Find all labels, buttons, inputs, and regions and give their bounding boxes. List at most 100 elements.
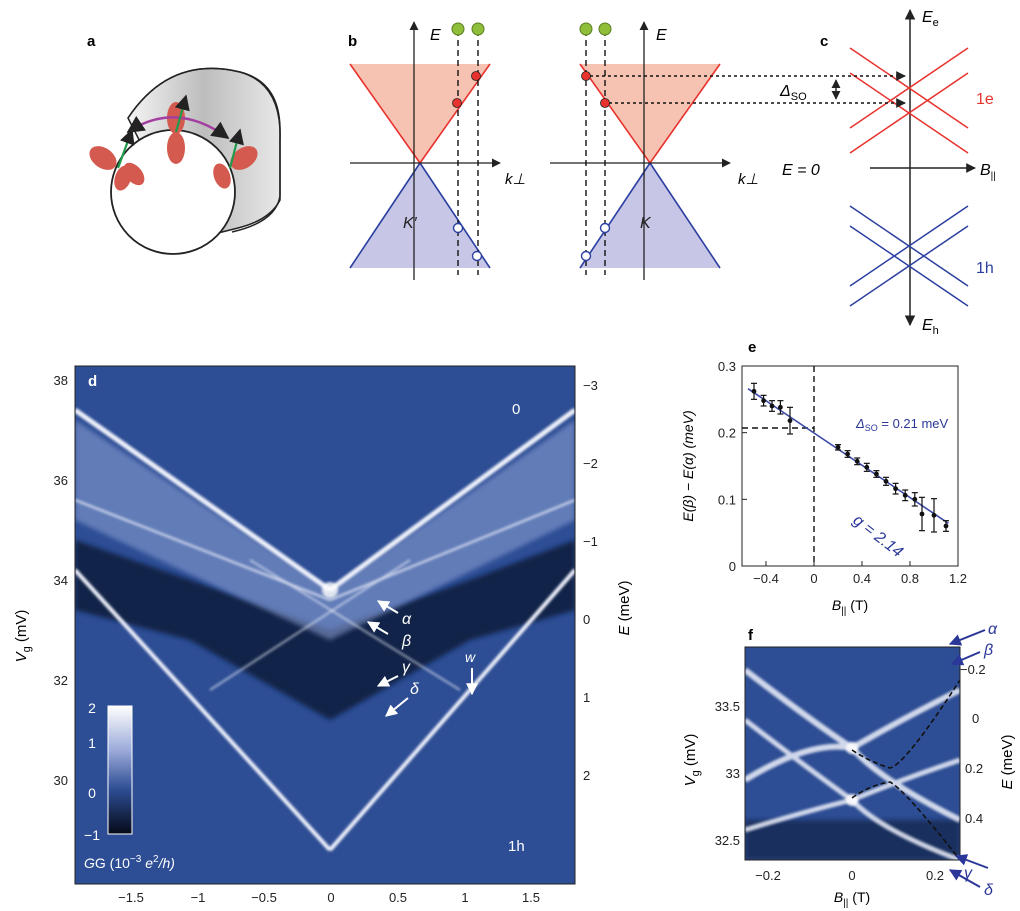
level-1h-label: 1h <box>976 260 994 277</box>
y2-tick-d: −1 <box>583 534 598 549</box>
colorbar-tick: 0 <box>88 785 96 801</box>
panel-a: a <box>87 33 281 255</box>
delta-so-label-c: ΔSO <box>779 83 807 103</box>
arrow-label-gamma-d: γ <box>402 659 411 676</box>
x-tick-f: 0 <box>848 868 855 883</box>
y-axis-d: 38 36 34 32 30 Vg (mV) <box>13 373 68 788</box>
x-tick-e: −0.4 <box>753 571 779 586</box>
y-tick-d: 36 <box>54 473 68 488</box>
y2-tick-d: 2 <box>583 768 590 783</box>
data-point-e <box>787 418 793 424</box>
line-arrows-d <box>366 600 478 717</box>
valley-label-kprime: K′ <box>403 215 418 232</box>
data-point-e <box>835 444 841 450</box>
y2-tick-f: 0.2 <box>965 761 983 776</box>
y-tick-e: 0.1 <box>718 492 736 507</box>
y2-axis-d: −3 −2 −1 0 1 2 E (meV) <box>583 378 633 783</box>
nanotube-illustration <box>89 67 281 255</box>
panel-f: f α β γ δ 33.5 33 32.5 Vg (mV) −0.2 0 0.… <box>682 621 1016 909</box>
panel-label-c: c <box>820 33 828 50</box>
k-axis-label-right: k⊥ <box>738 171 759 188</box>
x-axis-f: −0.2 0 0.2 B|| (T) <box>755 868 944 909</box>
panel-label-e: e <box>748 339 756 356</box>
data-point-e <box>769 403 775 409</box>
state-label-1h: 1h <box>508 838 525 855</box>
panel-label-f: f <box>748 627 754 644</box>
data-point-e <box>893 486 898 492</box>
energy-axis-label-left: E <box>430 27 441 44</box>
panel-d: d 0 1h α β γ δ w 2 1 0 −1 GG (10−3 e2/h)… <box>13 365 633 905</box>
arrow-label-delta-d: δ <box>410 681 420 698</box>
y2-tick-d: −2 <box>583 456 598 471</box>
energy-axis-label-right: E <box>656 27 667 44</box>
k-axis-label-left: k⊥ <box>505 171 526 188</box>
x-tick-f: −0.2 <box>755 868 781 883</box>
y2-tick-d: −3 <box>583 378 598 393</box>
x-tick-d: 0 <box>327 890 334 905</box>
x-tick-f: 0.2 <box>926 868 944 883</box>
scatter-chart-e: −0.4 0 0.4 0.8 1.2 0 0.1 0.2 0.3 <box>718 359 967 586</box>
y2-tick-f: 0 <box>972 711 979 726</box>
panel-b: b E k⊥ K′ <box>348 21 759 280</box>
axes-frame-e <box>741 365 959 567</box>
panel-label-a: a <box>87 33 96 50</box>
hole-levels <box>849 205 969 307</box>
data-point-e <box>902 492 908 498</box>
y-axis-f: 33.5 33 32.5 Vg (mV) <box>682 699 740 848</box>
x-tick-e: 0 <box>810 571 817 586</box>
data-point-e <box>854 458 860 464</box>
y-tick-d: 34 <box>54 573 68 588</box>
colorbar-tick: 2 <box>88 700 96 716</box>
data-point-e <box>751 388 757 394</box>
y2-axis-label-d: E (meV) <box>616 580 633 635</box>
field-axis-label-c: B|| <box>980 162 996 182</box>
x-tick-d: −0.5 <box>251 890 277 905</box>
y-tick-d: 38 <box>54 373 68 388</box>
colorbar-label: GG (10−3 e2/h) <box>84 854 175 871</box>
state-label-0: 0 <box>512 401 520 418</box>
y2-tick-f: −0.2 <box>960 662 986 677</box>
axes-frame-f <box>744 646 961 861</box>
axes-frame-d <box>74 365 576 885</box>
x-axis-label-e: B|| (T) <box>832 597 868 617</box>
level-1e-label: 1e <box>976 91 994 108</box>
panel-c: c ΔSO Ee Eh E = 0 B|| 1e 1h <box>590 8 996 337</box>
y-tick-d: 32 <box>54 673 68 688</box>
x-axis-label-f: B|| (T) <box>834 889 870 909</box>
delta-so-annotation: ΔSO = 0.21 meV <box>855 416 949 433</box>
x-axis-d-rest: −0.5 0 0.5 1 1.5 <box>251 890 540 905</box>
data-point-e <box>874 471 879 477</box>
arrow-label-beta-d: β <box>401 633 411 650</box>
y2-tick-d: 1 <box>583 690 590 705</box>
y2-tick-d: 0 <box>583 612 590 627</box>
data-point-e <box>761 398 766 404</box>
x-axis-d: −1.5 −1 <box>118 890 205 905</box>
arrow-label-gamma-f: γ <box>964 865 973 882</box>
x-tick-e: 1.2 <box>949 571 967 586</box>
y-axis-label-d: Vg (mV) <box>13 610 33 663</box>
x-tick-e: 0.4 <box>853 571 871 586</box>
dirac-cone-k: E k⊥ K <box>550 21 759 280</box>
x-tick-d: −1.5 <box>118 890 144 905</box>
panel-label-d: d <box>88 373 97 390</box>
arrow-label-alpha-f: α <box>988 621 998 638</box>
arrow-label-beta-f: β <box>983 642 993 659</box>
x-tick-d: 0.5 <box>389 890 407 905</box>
eh-axis-label: Eh <box>922 317 939 337</box>
colorbar-d: 2 1 0 −1 GG (10−3 e2/h) <box>84 700 175 871</box>
arrow-label-delta-f: δ <box>984 882 994 899</box>
arrow-label-w-d: w <box>465 649 476 665</box>
electron-levels <box>849 47 969 154</box>
colorbar-tick: −1 <box>84 827 100 843</box>
y-tick-e: 0.2 <box>718 426 736 441</box>
y-axis-label-f: Vg (mV) <box>682 734 702 787</box>
conductance-map-f <box>745 647 960 860</box>
y-tick-e: 0.3 <box>718 359 736 374</box>
g-factor-annotation: g = 2.14 <box>850 512 906 561</box>
y-tick-f: 33.5 <box>715 699 740 714</box>
y2-tick-f: 0.4 <box>965 811 983 826</box>
y2-axis-label-f: E (meV) <box>999 734 1016 789</box>
zero-energy-label: E = 0 <box>782 162 820 179</box>
data-point-e <box>883 478 889 484</box>
